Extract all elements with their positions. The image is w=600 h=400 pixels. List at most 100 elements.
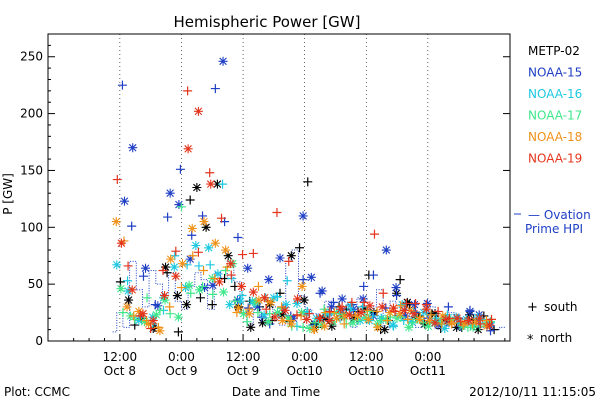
north-point [348,318,358,328]
north-point [236,296,245,306]
north-point [358,294,368,304]
chart-title: Hemispheric Power [GW] [174,13,361,31]
north-point [264,275,274,285]
south-point [185,195,195,205]
north-point [283,313,293,323]
north-point [320,321,330,331]
north-point [405,305,415,315]
north-point [400,311,410,321]
north-point [385,308,395,318]
north-point [452,322,462,332]
south-point [339,319,349,329]
north-point [260,293,270,303]
south-point [433,306,443,316]
south-point [230,296,240,306]
y-tick-label: 250 [20,50,43,64]
north-point [299,295,309,305]
south-point [218,179,228,189]
north-point [327,321,337,331]
south-point [368,270,378,280]
north-point [171,271,181,281]
legend-entry: NOAA-15 [528,66,582,80]
north-point [232,295,242,305]
north-point [433,320,443,330]
south-point [382,316,392,326]
south-point [378,288,388,298]
south-point [238,250,248,260]
south-point [411,298,421,308]
north-point [402,297,412,307]
south-point [117,80,127,90]
north-point [286,319,296,329]
south-point [358,302,368,312]
y-axis-label: P [GW] [1,173,15,215]
north-point [430,318,440,328]
x-axis-label: Date and Time [232,385,320,399]
north-point [116,284,126,294]
legend-entry: NOAA-19 [528,152,582,166]
north-point [410,300,420,310]
north-point [373,322,383,332]
south-point [261,304,271,314]
north-point [452,313,462,323]
north-point [177,259,187,269]
north-point [397,300,407,310]
north-point [214,277,224,287]
north-point [326,302,336,312]
north-point [206,179,216,189]
north-point [254,295,264,305]
north-point [169,262,179,272]
north-point [315,313,325,323]
north-point [184,280,194,290]
x-tick-label-time: 0:00 [291,350,318,364]
south-point [183,86,193,96]
north-point [212,179,222,189]
x-tick-label-time: 12:00 [349,350,384,364]
south-point [163,212,173,222]
south-point [298,275,308,285]
south-point [292,310,302,320]
satellite-markers [111,56,499,337]
north-point [269,293,279,303]
north-point [111,217,121,227]
x-tick-label-date: Oct10 [348,364,384,378]
north-point [388,320,398,330]
plot-credit: Plot: CCMC [4,385,70,399]
south-point [118,308,128,318]
south-point [243,303,253,313]
north-point [356,308,366,318]
north-point [441,314,451,324]
south-point [146,323,156,333]
south-point [123,261,133,271]
south-point [193,247,203,257]
x-tick-label-time: 0:00 [414,350,441,364]
north-point [475,313,485,323]
north-point [140,317,150,327]
north-point [258,318,268,328]
north-point [243,263,253,273]
north-point [237,281,247,291]
y-tick-label: 100 [20,220,43,234]
north-point [263,317,273,327]
north-point [225,300,235,310]
north-point [226,259,236,269]
north-point [160,295,170,305]
north-marker-symbol: * [527,333,534,348]
north-point [128,143,138,153]
satellite-legend: METP-02 NOAA-15 NOAA-16 NOAA-17 NOAA-18 NOAA-… [528,44,582,166]
north-point [199,217,209,227]
x-tick-label-date: Oct10 [287,364,323,378]
north-point [192,183,202,192]
north-point [208,280,218,290]
y-tick-label: 0 [35,334,43,348]
south-marker-symbol: + [527,300,538,315]
legend-entry: NOAA-18 [528,130,582,144]
north-point [270,312,280,322]
south-point [401,298,411,308]
south-point [138,271,148,281]
south-point [165,302,175,312]
south-point [158,266,168,276]
south-point [282,276,292,286]
north-point [123,286,133,296]
